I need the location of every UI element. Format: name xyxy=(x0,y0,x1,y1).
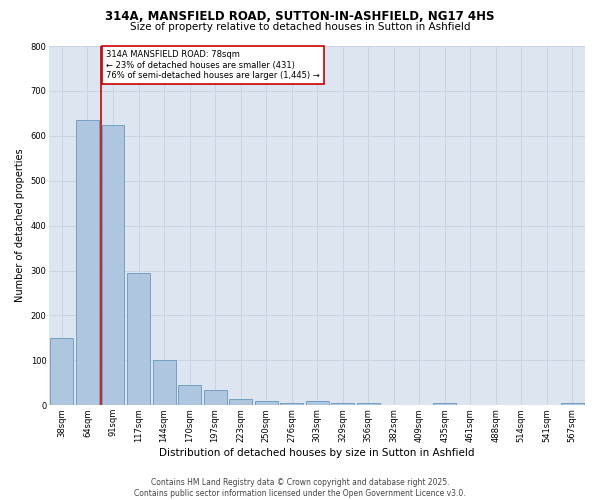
Bar xyxy=(356,403,380,406)
Bar xyxy=(561,403,584,406)
Text: 314A MANSFIELD ROAD: 78sqm
← 23% of detached houses are smaller (431)
76% of sem: 314A MANSFIELD ROAD: 78sqm ← 23% of deta… xyxy=(106,50,320,80)
Text: Contains HM Land Registry data © Crown copyright and database right 2025.
Contai: Contains HM Land Registry data © Crown c… xyxy=(134,478,466,498)
X-axis label: Distribution of detached houses by size in Sutton in Ashfield: Distribution of detached houses by size … xyxy=(160,448,475,458)
Y-axis label: Number of detached properties: Number of detached properties xyxy=(15,149,25,302)
Bar xyxy=(50,338,73,406)
Bar xyxy=(76,120,99,406)
Bar xyxy=(254,401,278,406)
Bar xyxy=(127,273,150,406)
Bar xyxy=(433,403,456,406)
Text: 314A, MANSFIELD ROAD, SUTTON-IN-ASHFIELD, NG17 4HS: 314A, MANSFIELD ROAD, SUTTON-IN-ASHFIELD… xyxy=(105,10,495,23)
Bar xyxy=(229,398,252,406)
Bar xyxy=(331,403,354,406)
Bar xyxy=(152,360,176,406)
Bar xyxy=(280,403,303,406)
Text: Size of property relative to detached houses in Sutton in Ashfield: Size of property relative to detached ho… xyxy=(130,22,470,32)
Bar xyxy=(203,390,227,406)
Bar xyxy=(178,385,201,406)
Bar xyxy=(305,401,329,406)
Bar xyxy=(101,124,124,406)
